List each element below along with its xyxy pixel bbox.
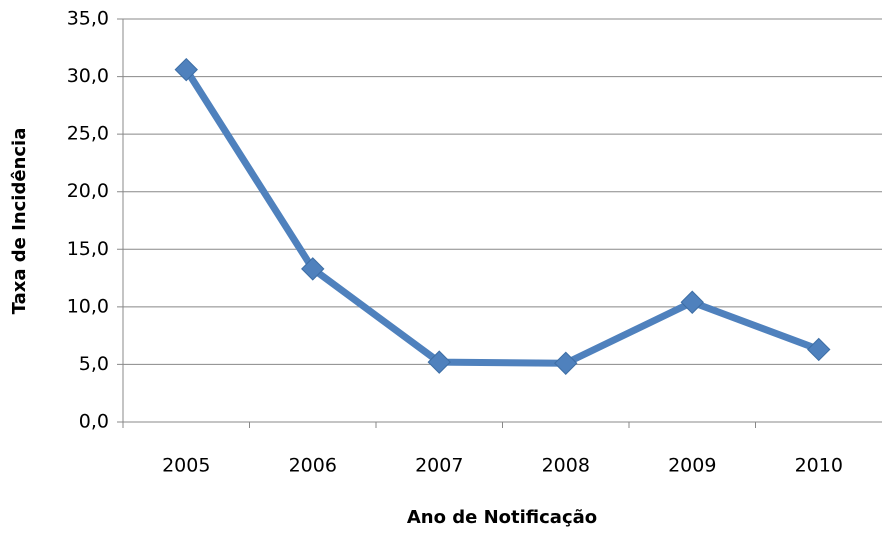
x-tick-label: 2009 xyxy=(668,455,716,477)
marker xyxy=(174,57,198,82)
y-tick-label: 15,0 xyxy=(67,238,109,260)
x-axis-title: Ano de Notificação xyxy=(407,507,597,528)
y-tick-label: 0,0 xyxy=(79,411,109,433)
marker xyxy=(680,290,704,314)
marker xyxy=(807,337,831,362)
y-axis-title: Taxa de Incidência xyxy=(9,128,30,315)
x-tick-label: 2007 xyxy=(415,455,463,477)
y-tick-label: 25,0 xyxy=(67,123,109,145)
y-tick-label: 10,0 xyxy=(67,295,109,317)
x-tick-label: 2006 xyxy=(289,455,337,477)
marker xyxy=(427,350,451,374)
y-tick-label: 20,0 xyxy=(67,180,109,202)
series-line xyxy=(183,67,820,367)
marker xyxy=(554,351,578,375)
x-tick-label: 2008 xyxy=(542,455,590,477)
marker xyxy=(301,257,325,281)
x-tick-label: 2010 xyxy=(795,455,843,477)
x-tick-label: 2005 xyxy=(162,455,210,477)
y-tick-label: 5,0 xyxy=(79,353,109,375)
y-tick-label: 30,0 xyxy=(67,65,109,87)
y-tick-label: 35,0 xyxy=(67,8,109,30)
